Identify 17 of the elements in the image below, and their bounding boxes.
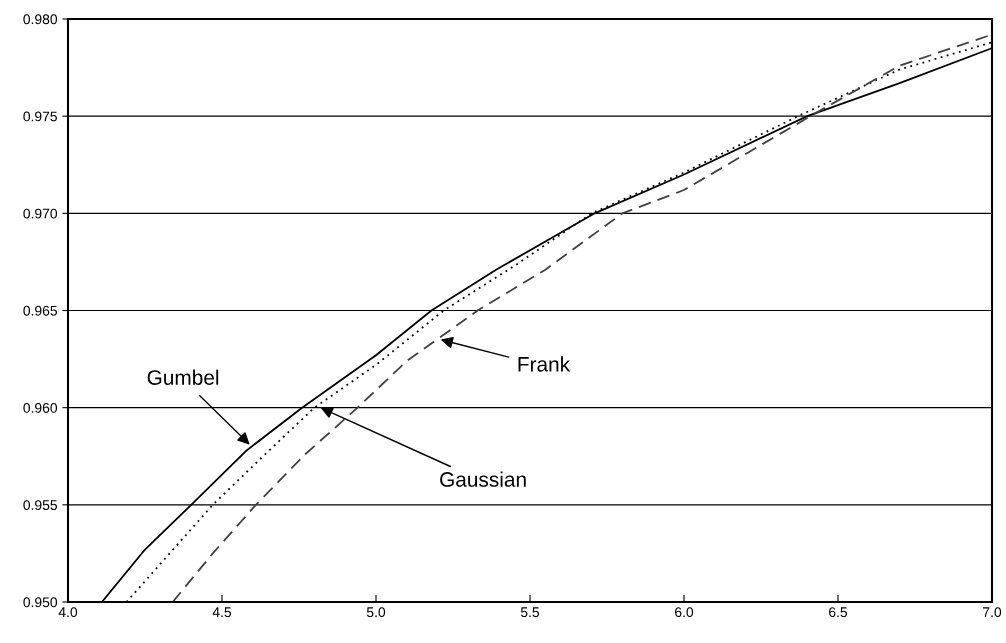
y-tick-label: 0.960 [23, 403, 58, 413]
x-tick-label: 5.0 [366, 607, 386, 618]
y-tick-label: 0.975 [23, 111, 57, 122]
annotation: Frank [518, 356, 571, 372]
annotation: Gaussian [440, 471, 526, 487]
x-tick-label: 4.0 [58, 607, 78, 618]
x-tick-label: 5.5 [520, 607, 540, 618]
x-tick-label: 7.0 [983, 607, 1002, 618]
y-tick-label: 0.980 [23, 14, 58, 25]
y-tick-label: 0.965 [23, 305, 57, 316]
y-tick-label: 0.955 [23, 500, 57, 510]
x-tick-label: 4.5 [212, 607, 232, 618]
y-tick-label: 0.950 [23, 597, 58, 608]
annotation: Gumbel [147, 369, 219, 385]
x-tick-label: 6.0 [675, 607, 694, 618]
y-tick-label: 0.970 [23, 208, 58, 219]
x-tick-label: 6.5 [829, 607, 848, 618]
